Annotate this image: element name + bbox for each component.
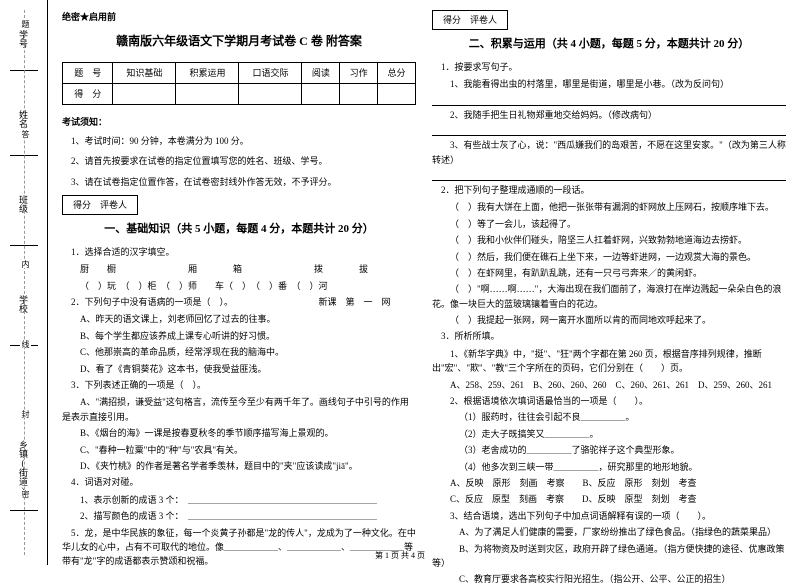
question: 2．下列句子中没有语病的一项是（ ）。 新课 第 一 网 — [62, 295, 416, 309]
option: C、他那崇高的革命品质，经常浮现在我的脑海中。 — [62, 345, 416, 359]
order-item: （ ）然后，我们便在礁石上坐下来，一边等虾进网，一边观赏大海的景色。 — [432, 250, 786, 264]
page-footer: 第 1 页 共 4 页 — [0, 550, 800, 561]
notice: 3、请在试卷指定位置作答，在试卷密封线外作答无效，不予评分。 — [62, 175, 416, 189]
order-item: （ ）我有大饼在上面，他把一张张带有漏洞的虾网放上压网石，按顺序堆下去。 — [432, 200, 786, 214]
answer-line — [432, 169, 786, 181]
order-item: （ ）在虾网里，有趴趴乱跳，还有一只弓弓奔来／的黄闲虾。 — [432, 266, 786, 280]
option: D、《夹竹桃》的作者是著名学者季羡林，题目中的"夹"应该读成"jiā"。 — [62, 459, 416, 473]
option: A、反映 原形 刻画 考察 B、反应 原形 刻划 考查 — [432, 476, 786, 490]
question: 4．词语对对碰。 — [62, 475, 416, 489]
seal-dashed-line — [24, 10, 25, 555]
page-content: 绝密★启用前 赣南版六年级语文下学期月考试卷 C 卷 附答案 题 号 知识基础 … — [48, 0, 800, 565]
th: 知识基础 — [113, 62, 176, 83]
table-row: 题 号 知识基础 积累运用 口语交际 阅读 习作 总分 — [63, 62, 416, 83]
td — [113, 83, 176, 104]
question-line: 厨 橱 厢 箱 拨 拔 — [62, 262, 416, 276]
question: 1．选择合适的汉字填空。 — [62, 245, 416, 259]
th: 阅读 — [302, 62, 340, 83]
sub-question: 2、根据语境依次填词语最恰当的一项是（ ）。 — [432, 394, 786, 408]
th: 习作 — [340, 62, 378, 83]
question: 5．龙，是中华民族的象征，每一个炎黄子孙都是"龙的传人"，龙成为了一种文化。在中… — [62, 526, 416, 569]
question: 3．所析所填。 — [432, 329, 786, 343]
sub-question: 3、有些战士灰了心，说："西瓜嫌我们的岛艰苦，不愿在这里安家。"（改为第三人称转… — [432, 138, 786, 167]
seal-label: 线 — [20, 340, 31, 348]
section-scorer: 得分 评卷人 — [432, 10, 508, 30]
th: 题 号 — [63, 62, 113, 83]
td — [176, 83, 239, 104]
option: A、"满招损，谦受益"这句格言，流传至今至少有两千年了。画线句子中引号的作用是表… — [62, 395, 416, 424]
seal-label: 内 — [20, 260, 31, 268]
seal-label: 答 — [20, 130, 31, 138]
td — [340, 83, 378, 104]
question: 3．下列表述正确的一项是（ ）。 — [62, 378, 416, 392]
question: 2．把下列句子整理成通顺的一段话。 — [432, 183, 786, 197]
option: A、为了满足人们健康的需要，厂家纷纷推出了绿色食品。（指绿色的蔬菜果品） — [432, 525, 786, 539]
seal-label: 题 — [20, 20, 31, 28]
td — [302, 83, 340, 104]
sub-question: 2、我随手把生日礼物郑重地交给妈妈。（修改病句） — [432, 108, 786, 122]
fill-item: （3）老舍成功的＿＿＿＿＿了骆驼祥子这个典型形象。 — [432, 443, 786, 457]
th: 口语交际 — [239, 62, 302, 83]
section-title: 二、积累与运用（共 4 小题，每题 5 分，本题共计 20 分） — [432, 36, 786, 54]
binding-margin: 学号 姓名 班级 学校 乡镇(街道) 题 答 内 线 封 密 — [0, 0, 48, 565]
sub-question: 1、表示创新的成语 3 个： ＿＿＿＿＿＿＿＿＿＿＿＿＿＿＿＿＿＿＿＿＿ — [62, 493, 416, 507]
option: C、反应 原型 刻画 考察 D、反映 原型 刻划 考查 — [432, 492, 786, 506]
seal-label: 封 — [20, 410, 31, 418]
td — [378, 83, 416, 104]
secret-label: 绝密★启用前 — [62, 10, 416, 24]
answer-line — [432, 124, 786, 136]
options: A、258、259、261 B、260、260、260 C、260、261、26… — [432, 378, 786, 392]
option: B、《烟台的海》一课是按春夏秋冬的季节顺序描写海上景观的。 — [62, 426, 416, 440]
sub-question: 1、《新华字典》中，"挺"、"狂"两个字都在第 260 页，根据音序排列规律，推… — [432, 347, 786, 376]
order-item: （ ）我提起一张网，网一离开水面所以肯的而同地欢呼起来了。 — [432, 313, 786, 327]
seal-label: 密 — [20, 490, 31, 498]
fill-item: （2）走大子既搞笑又＿＿＿＿＿。 — [432, 427, 786, 441]
th: 总分 — [378, 62, 416, 83]
order-item: （ ）等了一会儿，该起得了。 — [432, 217, 786, 231]
td — [239, 83, 302, 104]
option: B、每个学生都应该养成上课专心听讲的好习惯。 — [62, 329, 416, 343]
order-item: （ ）"啊……啊……"，大海出现在我们面前了，海浪打在岸边溅起一朵朵白色的浪花。… — [432, 282, 786, 311]
score-table: 题 号 知识基础 积累运用 口语交际 阅读 习作 总分 得 分 — [62, 62, 416, 106]
order-item: （ ）我和小伙伴们碰头，陪坚三人扛着虾网，兴致勃勃地道海边去捞虾。 — [432, 233, 786, 247]
option: C、"春种一粒粟"中的"种"与"农具"有关。 — [62, 443, 416, 457]
td: 得 分 — [63, 83, 113, 104]
question-opts: （ ）玩 （ ）柜 （ ）师 车（ ） （ ）番 （ ）河 — [62, 279, 416, 293]
notice-header: 考试须知： — [62, 115, 416, 129]
option: C、教育厅要求各高校实行阳光招生。（指公开、公平、公正的招生） — [432, 572, 786, 586]
answer-line — [432, 94, 786, 106]
option: A、昨天的语文课上，刘老师回忆了过去的往事。 — [62, 312, 416, 326]
right-column: 得分 评卷人 二、积累与运用（共 4 小题，每题 5 分，本题共计 20 分） … — [424, 10, 794, 555]
question: 1．按要求写句子。 — [432, 60, 786, 74]
table-row: 得 分 — [63, 83, 416, 104]
sub-question: 1、我能看得出虫的村落里，哪里是街道，哪里是小巷。（改为反问句） — [432, 77, 786, 91]
notice: 1、考试时间：90 分钟，本卷满分为 100 分。 — [62, 134, 416, 148]
fill-item: （4）他多次到三峡一带＿＿＿＿＿，研究那里的地形地貌。 — [432, 460, 786, 474]
th: 积累运用 — [176, 62, 239, 83]
sub-question: 2、描写颜色的成语 3 个： ＿＿＿＿＿＿＿＿＿＿＿＿＿＿＿＿＿＿＿＿＿ — [62, 509, 416, 523]
sub-question: 3、结合语境，选出下列句子中加点词语解释有误的一项（ ）。 — [432, 509, 786, 523]
fill-item: （1）服药时，往往会引起不良＿＿＿＿＿。 — [432, 410, 786, 424]
section-title: 一、基础知识（共 5 小题，每题 4 分，本题共计 20 分） — [62, 221, 416, 239]
left-column: 绝密★启用前 赣南版六年级语文下学期月考试卷 C 卷 附答案 题 号 知识基础 … — [54, 10, 424, 555]
notice: 2、请首先按要求在试卷的指定位置填写您的姓名、班级、学号。 — [62, 154, 416, 168]
section-scorer: 得分 评卷人 — [62, 195, 138, 215]
exam-title: 赣南版六年级语文下学期月考试卷 C 卷 附答案 — [62, 32, 416, 51]
option: D、看了《青铜葵花》这本书，使我受益匪浅。 — [62, 362, 416, 376]
